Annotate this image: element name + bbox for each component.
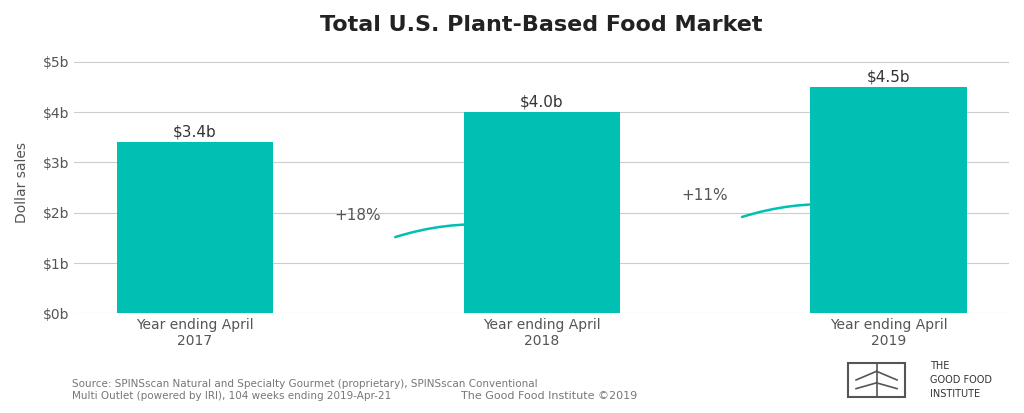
Text: +11%: +11% [681, 188, 728, 203]
Text: $4.5b: $4.5b [866, 69, 910, 85]
Y-axis label: Dollar sales: Dollar sales [15, 142, 29, 223]
Bar [810, 87, 967, 313]
Text: Source: SPINSscan Natural and Specialty Gourmet (proprietary), SPINSscan Convent: Source: SPINSscan Natural and Specialty … [72, 379, 538, 401]
Title: Total U.S. Plant-Based Food Market: Total U.S. Plant-Based Food Market [321, 15, 763, 35]
Bar [464, 112, 620, 313]
Text: +18%: +18% [335, 208, 381, 223]
Text: $3.4b: $3.4b [173, 125, 217, 140]
Text: $4.0b: $4.0b [520, 95, 563, 110]
Bar [117, 142, 273, 313]
Text: THE
GOOD FOOD
INSTITUTE: THE GOOD FOOD INSTITUTE [930, 361, 992, 399]
Text: The Good Food Institute ©2019: The Good Food Institute ©2019 [461, 391, 637, 401]
